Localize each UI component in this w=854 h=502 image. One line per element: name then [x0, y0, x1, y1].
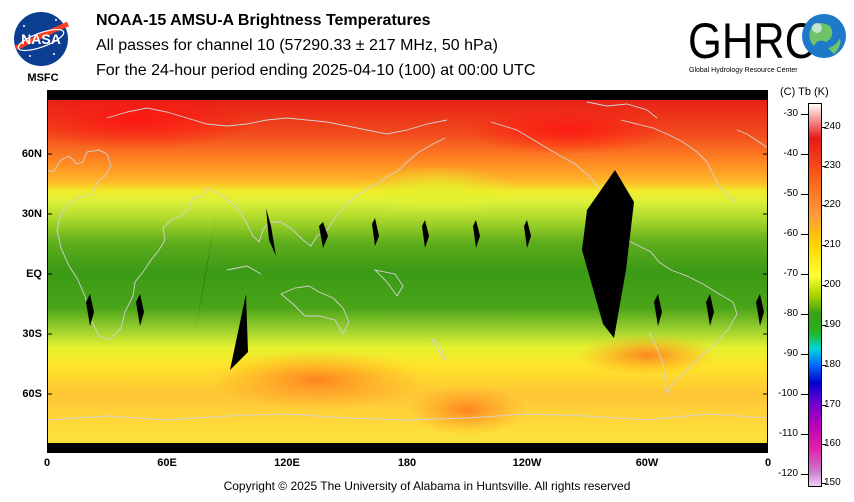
swath-gap-5	[473, 220, 480, 248]
cb-celsius-label: -120	[777, 468, 798, 479]
cb-kelvin-label: 180	[824, 359, 841, 370]
swath-gap-10	[706, 294, 714, 326]
copyright-footer: Copyright © 2025 The University of Alaba…	[223, 479, 631, 493]
cb-kelvin-label: 200	[824, 279, 841, 290]
swath-gap-7	[86, 294, 94, 326]
lon-label-120w: 120W	[512, 457, 542, 469]
nodata-strip-top	[47, 90, 768, 100]
cb-celsius-label: -40	[783, 148, 798, 159]
cb-kelvin-label: 190	[824, 319, 841, 330]
warm-anomaly-south	[207, 350, 427, 410]
swath-gap-3	[372, 218, 379, 246]
nasa-wordmark: NASA	[21, 31, 61, 47]
lat-label-60n: 60N	[21, 148, 42, 160]
nasa-logo: NASA MSFC	[10, 6, 80, 86]
cb-kelvin-label: 230	[824, 160, 841, 171]
channel-subtitle: All passes for channel 10 (57290.33 ± 21…	[96, 37, 498, 54]
lon-label-180: 180	[397, 457, 417, 469]
lon-label-120e: 120E	[274, 457, 300, 469]
swath-gap-8	[136, 294, 144, 326]
period-subtitle: For the 24-hour period ending 2025-04-10…	[96, 62, 536, 79]
cb-celsius-label: -30	[783, 108, 798, 119]
nodata-swaths	[86, 170, 764, 370]
brightness-temperature-map	[47, 90, 768, 453]
warm-anomaly-south-atlantic	[577, 335, 717, 375]
msfc-label: MSFC	[27, 72, 58, 84]
page-title: NOAA-15 AMSU-A Brightness Temperatures	[96, 12, 431, 29]
colorbar	[808, 103, 822, 487]
lon-label-60e: 60E	[157, 457, 177, 469]
lon-label-0-west: 0	[43, 457, 51, 469]
lat-label-60s: 60S	[22, 388, 42, 400]
ghrc-logo: GHRC Global Hydrology Resource Center	[684, 8, 850, 78]
subtropical-band	[357, 165, 517, 215]
ghrc-tagline: Global Hydrology Resource Center	[689, 67, 798, 74]
cb-kelvin-label: 160	[824, 438, 841, 449]
swath-gap-9	[654, 294, 662, 326]
lat-label-eq: EQ	[26, 268, 42, 280]
swath-gap-2	[319, 222, 328, 248]
lon-label-0-east: 0	[764, 457, 772, 469]
cb-celsius-label: -90	[783, 348, 798, 359]
colorbar-header: (C) Tb (K)	[780, 86, 829, 98]
cb-celsius-label: -80	[783, 308, 798, 319]
swath-gap-southern	[230, 294, 248, 370]
warm-anomaly-northeast	[467, 105, 667, 155]
cb-celsius-label: -100	[777, 388, 798, 399]
cb-celsius-label: -60	[783, 228, 798, 239]
cb-celsius-label: -70	[783, 268, 798, 279]
lat-label-30s: 30S	[22, 328, 42, 340]
swath-gap-americas	[582, 170, 634, 338]
swath-gap-6	[524, 220, 531, 248]
cb-kelvin-label: 240	[824, 121, 841, 132]
ghrc-wordmark: GHRC	[688, 13, 816, 69]
warm-anomaly-southeast	[407, 385, 527, 435]
nodata-strip-bottom	[47, 443, 768, 453]
cb-kelvin-label: 220	[824, 199, 841, 210]
warm-anomaly-north	[47, 90, 257, 150]
swath-gap-11	[756, 294, 764, 326]
map-frame	[47, 90, 768, 453]
cb-celsius-label: -50	[783, 188, 798, 199]
swath-gap-4	[422, 220, 429, 248]
cb-kelvin-label: 150	[824, 477, 841, 488]
swath-gap-indian-ocean	[194, 210, 217, 338]
lat-label-30n: 30N	[21, 208, 42, 220]
cb-celsius-label: -110	[778, 428, 798, 439]
swath-gap-1	[266, 208, 276, 256]
coastlines	[47, 101, 768, 421]
lon-label-60w: 60W	[635, 457, 659, 469]
cb-kelvin-label: 210	[824, 239, 841, 250]
cb-kelvin-label: 170	[824, 399, 841, 410]
